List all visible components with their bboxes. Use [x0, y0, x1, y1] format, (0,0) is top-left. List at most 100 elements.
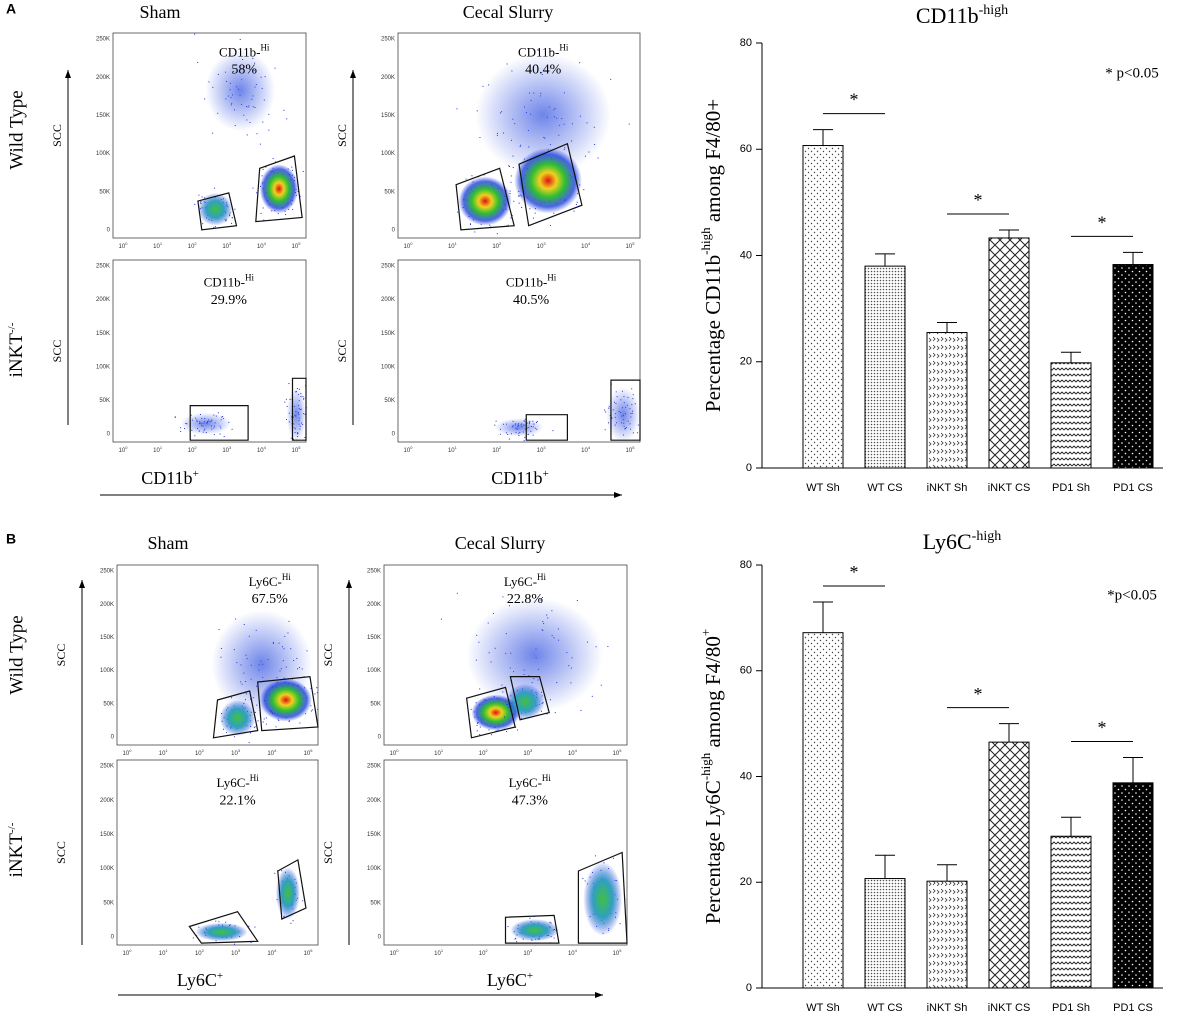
- flow-y-tick: 100K: [96, 151, 110, 157]
- event-dot: [256, 192, 258, 194]
- tick-exp: 2: [194, 241, 197, 246]
- density-blob: [180, 412, 231, 435]
- density-blob: [466, 597, 603, 713]
- y-axis-label: SCC: [335, 340, 349, 363]
- row-label: iNKT-/-: [6, 822, 28, 877]
- flow-x-tick: 104: [568, 948, 578, 957]
- flow-y-tick: 0: [111, 735, 115, 741]
- event-dot: [513, 200, 515, 202]
- tick-exp: 3: [530, 748, 533, 753]
- tick-exp: 0: [129, 948, 132, 953]
- y-tick-label: 0: [746, 982, 752, 994]
- event-dot: [600, 684, 602, 686]
- event-dot: [594, 855, 596, 857]
- flow-x-tick: 105: [626, 445, 636, 454]
- event-dot: [580, 709, 582, 711]
- event-dot: [263, 219, 265, 221]
- tick-base: 10: [390, 751, 397, 757]
- tick-base: 10: [159, 951, 166, 957]
- gate-percent: 67.5%: [252, 592, 289, 607]
- event-dot: [479, 733, 481, 735]
- bar: [926, 880, 968, 989]
- flow-x-tick: 104: [257, 445, 267, 454]
- row-label-text: iNKT: [6, 833, 27, 878]
- flow-y-tick: 250K: [367, 764, 381, 770]
- flow-y-tick: 0: [107, 228, 111, 234]
- gate: [577, 851, 628, 944]
- flow-y-tick: 50K: [384, 189, 395, 195]
- event-dot: [607, 646, 609, 648]
- column-title: Cecal Slurry: [455, 533, 545, 553]
- flow-y-tick: 100K: [96, 364, 110, 370]
- error-bar: [1061, 351, 1081, 363]
- chart-title-sup: -high: [972, 529, 1002, 544]
- event-dot: [511, 215, 513, 217]
- event-dot: [268, 129, 270, 131]
- event-dot: [521, 206, 523, 208]
- flow-y-tick: 0: [378, 935, 382, 941]
- event-dot: [297, 668, 299, 670]
- flow-x-tick: 100: [404, 445, 414, 454]
- event-dot: [495, 730, 497, 732]
- event-dot: [507, 926, 509, 928]
- event-dot: [534, 212, 536, 214]
- x-tick-label: WT CS: [867, 1002, 902, 1013]
- flow-x-tick: 103: [231, 948, 241, 957]
- tick-base: 10: [404, 448, 411, 454]
- tick-exp: 0: [129, 748, 132, 753]
- event-dot: [532, 217, 534, 219]
- event-dot: [248, 742, 250, 744]
- event-dot: [553, 212, 555, 214]
- flow-y-tick: 200K: [100, 798, 114, 804]
- event-dot: [252, 187, 254, 189]
- event-dot: [476, 724, 478, 726]
- event-dot: [604, 409, 606, 411]
- event-dot: [198, 194, 200, 196]
- tick-exp: 5: [310, 748, 313, 753]
- event-dot: [262, 207, 264, 209]
- tick-base: 10: [231, 951, 238, 957]
- tick-exp: 1: [441, 948, 444, 953]
- event-dot: [494, 424, 496, 426]
- tick-exp: 1: [165, 748, 168, 753]
- annotation: *p<0.05: [1107, 587, 1157, 603]
- error-bar: [813, 601, 833, 633]
- event-dot: [226, 732, 228, 734]
- tick-base: 10: [159, 751, 166, 757]
- flow-x-tick: 101: [153, 445, 163, 454]
- tick-base: 10: [479, 751, 486, 757]
- event-dot: [277, 213, 279, 215]
- event-dot: [510, 181, 512, 183]
- x-axis-label-text: CD11b: [491, 468, 542, 488]
- tick-base: 10: [448, 244, 455, 250]
- column-title: Cecal Slurry: [463, 2, 553, 22]
- error-bar: [1123, 756, 1143, 783]
- tick-exp: 5: [310, 948, 313, 953]
- gate-label: CD11b-Hi: [219, 43, 270, 60]
- event-dot: [254, 926, 256, 928]
- gate: [197, 192, 238, 231]
- error-bar: [1123, 251, 1143, 265]
- gate: [465, 686, 516, 739]
- flow-y-tick: 200K: [96, 75, 110, 81]
- x-axis-label: CD11b+: [491, 468, 549, 489]
- gate-text: CD11b-: [219, 44, 260, 59]
- y-label-text: among F4/80: [701, 636, 725, 753]
- tick-exp: 0: [125, 241, 128, 246]
- event-dot: [254, 711, 256, 713]
- density-blob: [259, 164, 299, 214]
- event-dot: [550, 51, 552, 53]
- event-dot: [291, 169, 293, 171]
- event-dot: [509, 190, 511, 192]
- gate-sup: Hi: [250, 773, 259, 783]
- tick-base: 10: [523, 751, 530, 757]
- tick-base: 10: [581, 448, 588, 454]
- density-blob: [286, 387, 306, 443]
- event-dot: [499, 433, 501, 435]
- event-dot: [553, 937, 555, 939]
- gate-percent: 40.5%: [513, 293, 550, 308]
- y-axis-label: Percentage Ly6C-high among F4/80+: [698, 629, 724, 925]
- flow-x-tick: 101: [159, 748, 169, 757]
- error-bar: [813, 129, 833, 146]
- gate: [277, 858, 307, 921]
